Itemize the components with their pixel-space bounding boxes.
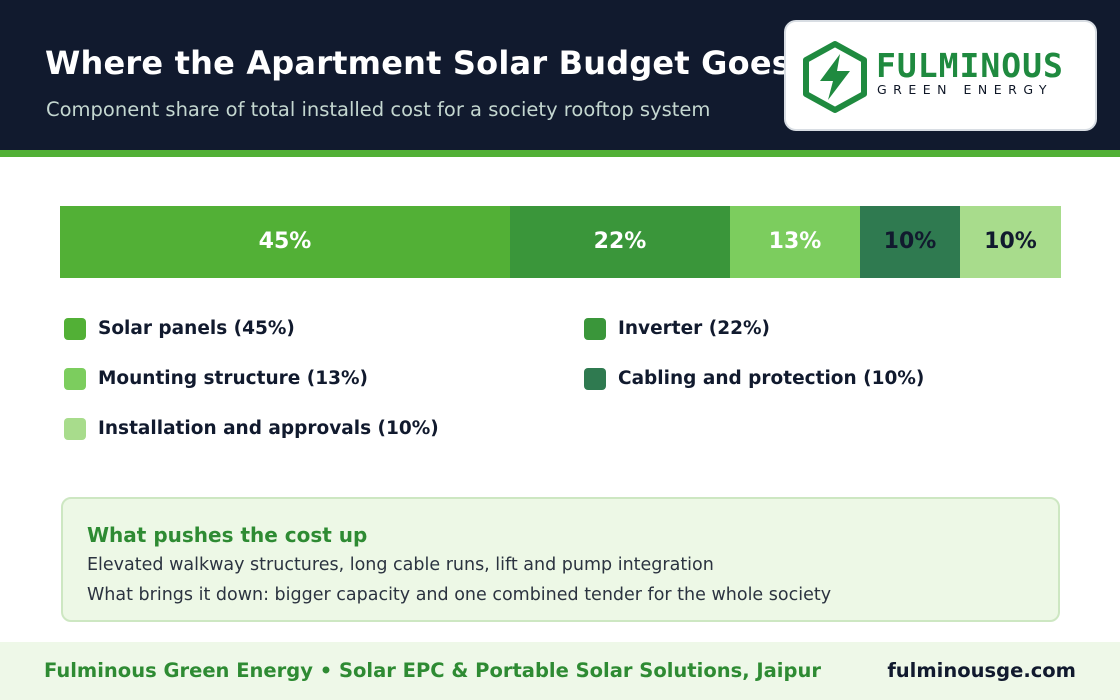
legend-swatch — [64, 368, 86, 390]
brand-logo-card: FULMINOUS GREEN ENERGY — [784, 20, 1097, 131]
bar-segment-1 — [60, 206, 510, 278]
note-title: What pushes the cost up — [87, 523, 368, 547]
page-title: Where the Apartment Solar Budget Goes — [45, 44, 791, 82]
brand-name: FULMINOUS — [876, 46, 1064, 85]
footer-company: Fulminous Green Energy • Solar EPC & Por… — [44, 659, 821, 682]
legend-label: Cabling and protection (10%) — [618, 368, 925, 389]
brand-tagline: GREEN ENERGY — [877, 82, 1054, 97]
header-banner: Where the Apartment Solar Budget Goes Co… — [0, 0, 1120, 150]
bar-data-label-5: 10% — [984, 229, 1037, 254]
note-line-cost-up: Elevated walkway structures, long cable … — [87, 555, 714, 575]
bar-data-label-1: 45% — [258, 229, 312, 254]
stacked-bar-chart: 45% 22% 13% 10% 10% — [60, 206, 1061, 278]
footer: Fulminous Green Energy • Solar EPC & Por… — [0, 642, 1120, 700]
note-line-cost-down: What brings it down: bigger capacity and… — [87, 585, 832, 605]
page-subtitle: Component share of total installed cost … — [46, 98, 711, 121]
bar-segment-4 — [860, 206, 960, 278]
footer-website-link[interactable]: fulminousge.com — [887, 659, 1076, 682]
legend-label: Solar panels (45%) — [98, 318, 295, 339]
legend-label: Inverter (22%) — [618, 318, 770, 339]
legend-swatch — [64, 318, 86, 340]
lightning-hexagon-icon — [803, 41, 867, 113]
legend-swatch — [584, 368, 606, 390]
legend-swatch — [584, 318, 606, 340]
bar-data-label-2: 22% — [593, 229, 647, 254]
legend-swatch — [64, 418, 86, 440]
legend-label: Mounting structure (13%) — [98, 368, 368, 389]
legend-label: Installation and approvals (10%) — [98, 418, 439, 439]
bar-segment-5 — [960, 206, 1061, 278]
bar-segment-3 — [730, 206, 860, 278]
cost-note-box: What pushes the cost up Elevated walkway… — [61, 497, 1060, 622]
header-accent-stripe — [0, 150, 1120, 157]
bar-data-label-3: 13% — [768, 229, 822, 254]
bar-data-label-4: 10% — [883, 229, 937, 254]
bar-segment-2 — [510, 206, 730, 278]
